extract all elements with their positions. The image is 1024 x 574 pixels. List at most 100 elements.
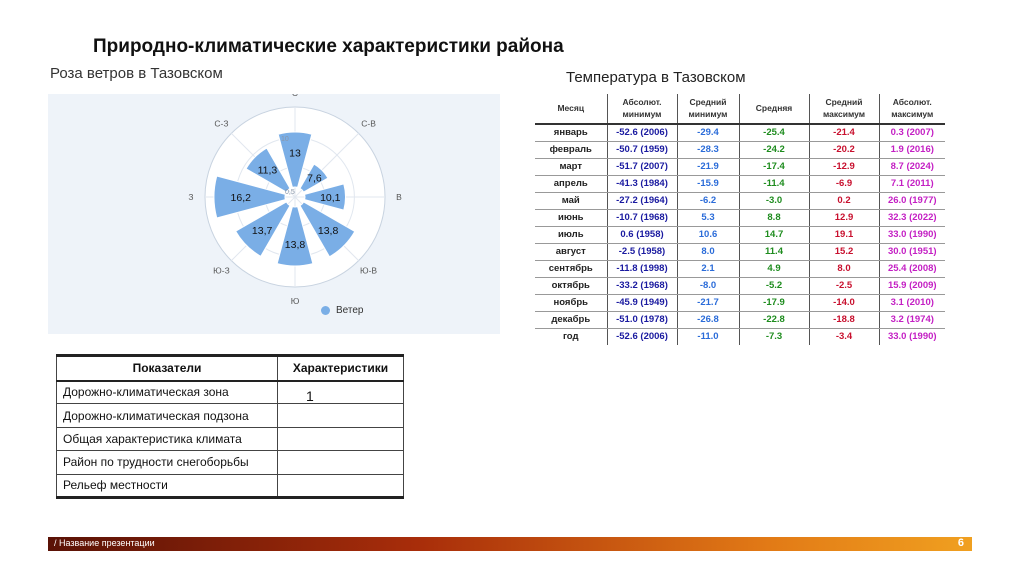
wind-value-label: 16,2 (231, 192, 252, 204)
avg-cell: -25.4 (739, 124, 810, 142)
indicator-name: Рельеф местности (56, 473, 278, 499)
abs-min-cell: -10.7 (1968) (607, 209, 678, 227)
avg-cell: 8.8 (739, 209, 810, 227)
indicator-name: Дорожно-климатическая подзона (56, 403, 278, 428)
direction-label-north: С (292, 94, 298, 98)
wind-petal-south[interactable] (276, 206, 314, 267)
month-cell: январь (535, 124, 608, 142)
wind-petal-southwest[interactable] (234, 201, 291, 258)
avg-max-cell: 8.0 (809, 260, 880, 278)
avg-max-cell: 12.9 (809, 209, 880, 227)
abs-max-cell: 33.0 (1990) (887, 331, 937, 343)
avg-cell: -17.4 (739, 158, 810, 176)
wind-petal-southeast[interactable] (299, 201, 356, 258)
wind-petal-west[interactable] (213, 175, 286, 219)
avg-min-cell: -11.0 (677, 328, 740, 345)
abs-min-cell: 0.6 (1958) (607, 226, 678, 244)
month-cell: октябрь (535, 277, 608, 295)
avg-cell: -24.2 (739, 141, 810, 159)
abs-max-cell: 1.9 (2016) (879, 141, 945, 159)
page-number: 6 (957, 537, 964, 549)
wind-value-label: 11,3 (258, 164, 278, 176)
column-header-avg-max: Средний максимум (809, 94, 880, 125)
wind-value-label: 13,8 (318, 225, 339, 237)
indicator-value-cell[interactable] (277, 426, 404, 452)
avg-min-cell: 2.1 (677, 260, 740, 278)
slide-title: Природно-климатические характеристики ра… (93, 36, 564, 57)
avg-max-cell: -18.8 (809, 311, 880, 329)
abs-max-cell: 25.4 (2008) (879, 260, 945, 278)
month-cell: март (535, 158, 608, 176)
indicator-value-cell[interactable] (277, 450, 404, 475)
abs-max-cell: 33.0 (1990) (879, 226, 945, 244)
table-row: октябрь -33.2 (1968) -8.0 -5.2 -2.5 15.9 (200… (535, 277, 945, 295)
table-row: декабрь -51.0 (1978) -26.8 -22.8 -18.8 3.2 (1… (535, 311, 945, 329)
avg-cell: -11.4 (739, 175, 810, 193)
wind-petal-northwest[interactable] (245, 147, 291, 193)
avg-cell: -22.8 (739, 311, 810, 329)
abs-max-cell: 15.9 (2009) (879, 277, 945, 295)
column-header-abs-max: Абсолют. максимум (879, 94, 945, 125)
abs-min-cell: -52.6 (2006) (607, 328, 678, 345)
avg-cell: 14.7 (739, 226, 810, 244)
month-cell: ноябрь (535, 294, 608, 312)
direction-label-west: З (188, 192, 193, 202)
temperature-table-container: Месяц Абсолют. минимум Средний минимум С… (535, 94, 945, 345)
column-header-avg: Средняя (739, 94, 810, 125)
footer-text: / Название презентации (54, 538, 155, 548)
wind-rose-title: Роза ветров в Тазовском (50, 65, 223, 82)
month-cell: август (535, 243, 608, 261)
wind-petal-east[interactable] (304, 183, 346, 211)
indicator-value-cell[interactable] (277, 403, 404, 428)
avg-min-cell: -6.2 (677, 192, 740, 210)
month-cell: год (535, 328, 608, 345)
avg-max-cell: -14.0 (809, 294, 880, 312)
indicators-table: Показатели Характеристики Дорожно-климат… (56, 354, 404, 499)
abs-min-cell: -51.0 (1978) (607, 311, 678, 329)
abs-min-cell: -45.9 (1949) (607, 294, 678, 312)
abs-max-cell: 0.3 (2007) (879, 124, 945, 142)
table-row: сентябрь -11.8 (1998) 2.1 4.9 8.0 25.4 (2008) (535, 260, 945, 278)
table-row: август -2.5 (1958) 8.0 11.4 15.2 30.0 (1951) (535, 243, 945, 261)
wind-value-label: 7,6 (307, 173, 322, 185)
avg-max-cell: -12.9 (809, 158, 880, 176)
avg-min-cell: 10.6 (677, 226, 740, 244)
wind-petal-northeast[interactable] (299, 163, 329, 193)
month-cell: июль (535, 226, 608, 244)
table-row: июль 0.6 (1958) 10.6 14.7 19.1 33.0 (1990) (535, 226, 945, 244)
table-row: февраль -50.7 (1959) -28.3 -24.2 -20.2 1.9 (2… (535, 141, 945, 159)
wind-value-label: 13,8 (285, 239, 306, 251)
month-cell: апрель (535, 175, 608, 193)
table-row: Дорожно-климатическая зона 1 (56, 379, 404, 405)
abs-min-cell: -41.3 (1984) (607, 175, 678, 193)
abs-max-cell: 3.2 (1974) (879, 311, 945, 329)
column-header-abs-min: Абсолют. минимум (607, 94, 678, 125)
wind-rose-chart: С С-В В Ю-В Ю Ю-З З С-З 13 7,6 10,1 13,8 13,8 13,7 16,… (188, 94, 402, 306)
ring-tick-label: 10 (281, 136, 289, 143)
direction-label-east: В (396, 192, 402, 202)
ring-tick-label: 0,5 (285, 189, 295, 196)
table-row: Дорожно-климатическая подзона (56, 403, 404, 428)
avg-cell: -17.9 (739, 294, 810, 312)
wind-value-label: 13,7 (252, 225, 273, 237)
table-row: ноябрь -45.9 (1949) -21.7 -17.9 -14.0 3.1 (20… (535, 294, 945, 312)
abs-max-cell: 8.7 (2024) (879, 158, 945, 176)
avg-max-cell: -21.4 (809, 124, 880, 142)
indicator-value-cell[interactable] (277, 473, 404, 499)
month-cell: февраль (535, 141, 608, 159)
indicator-value-cell[interactable]: 1 (277, 379, 404, 405)
wind-petal-north[interactable] (277, 131, 313, 188)
month-cell: июнь (535, 209, 608, 227)
month-cell: декабрь (535, 311, 608, 329)
chart-legend[interactable]: Ветер (321, 305, 364, 316)
avg-cell: -3.0 (739, 192, 810, 210)
avg-max-cell: 15.2 (809, 243, 880, 261)
avg-max-cell: 19.1 (809, 226, 880, 244)
abs-max-cell: 26.0 (1977) (879, 192, 945, 210)
abs-min-cell: -27.2 (1964) (607, 192, 678, 210)
legend-label: Ветер (336, 305, 364, 316)
table-header-row: Показатели Характеристики (56, 354, 404, 382)
column-header-characteristics: Характеристики (277, 354, 404, 382)
abs-max-cell: 30.0 (1951) (879, 243, 945, 261)
avg-max-cell: -2.5 (809, 277, 880, 295)
